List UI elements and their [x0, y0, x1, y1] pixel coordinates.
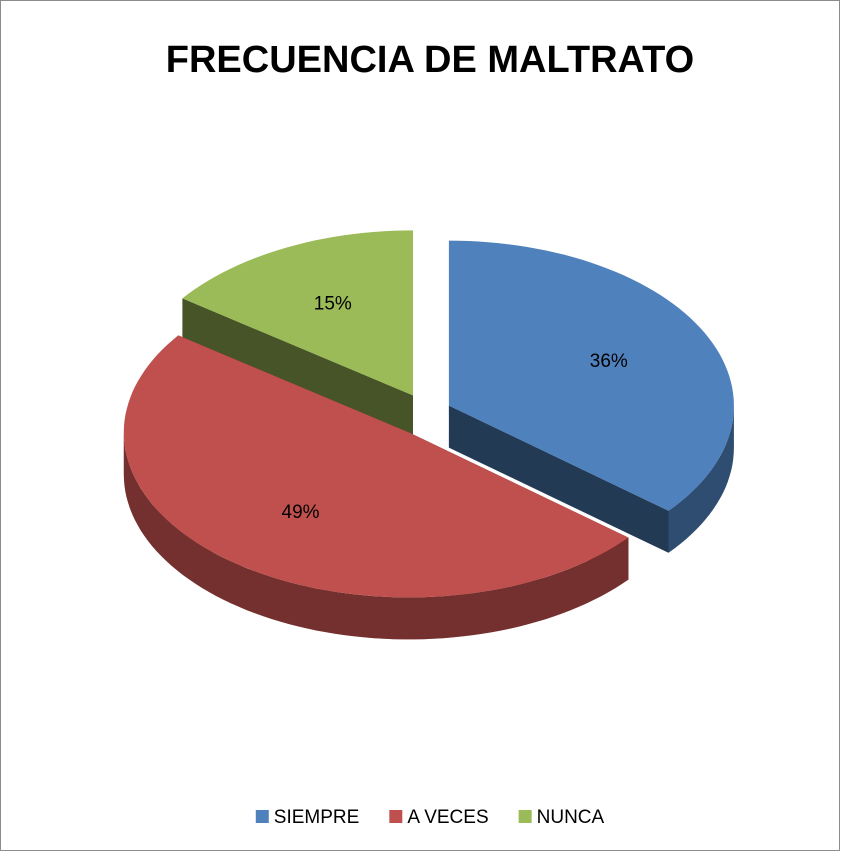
legend-swatch — [389, 810, 403, 823]
legend-label: NUNCA — [537, 807, 605, 828]
slice — [448, 240, 734, 511]
slice-shade — [182, 298, 413, 438]
data-label: 15% — [314, 293, 352, 314]
data-label: 49% — [282, 502, 320, 523]
slice-shade — [668, 405, 734, 553]
legend-label: A VECES — [407, 807, 488, 828]
legend-swatch — [518, 810, 532, 823]
slice-shade — [448, 405, 669, 553]
chart-title: FRECUENCIA DE MALTRATO — [166, 39, 694, 81]
data-label: 36% — [590, 351, 628, 372]
slice-wall — [668, 405, 734, 553]
slice-wall — [123, 432, 629, 640]
slice — [182, 230, 413, 396]
legend-label: SIEMPRE — [274, 807, 360, 828]
slice — [123, 335, 629, 598]
legend-swatch — [255, 810, 269, 823]
slice-shade — [123, 432, 629, 640]
